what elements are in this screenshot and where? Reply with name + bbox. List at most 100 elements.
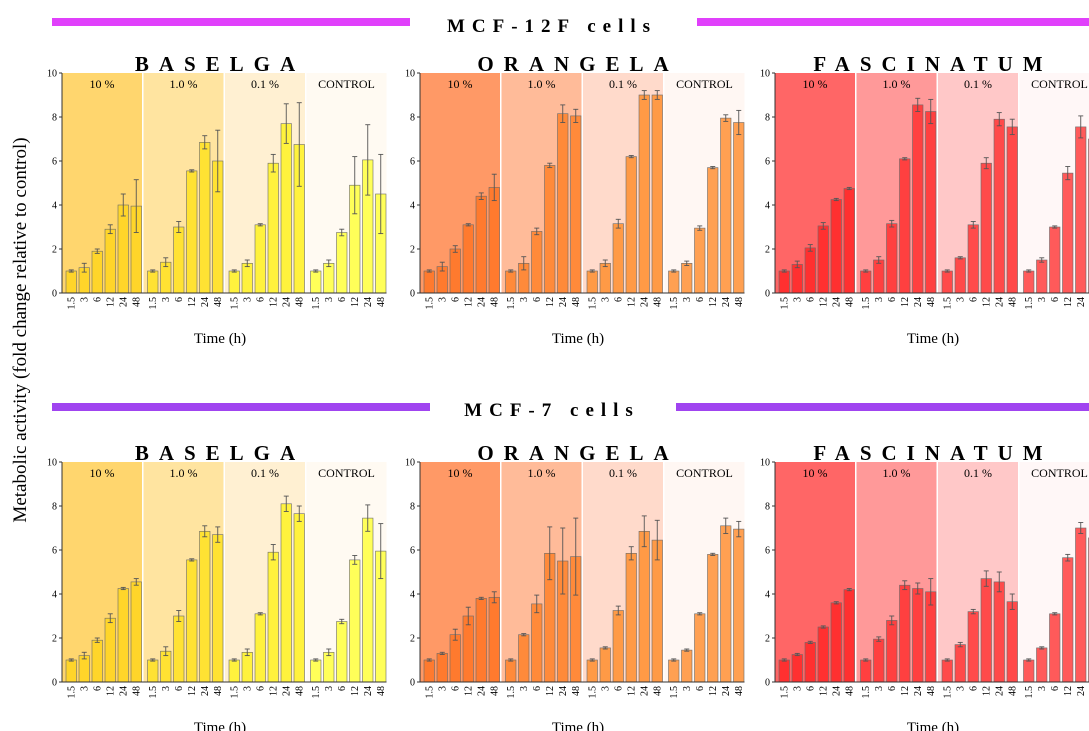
- bar: [830, 602, 842, 683]
- x-tick-label: 12: [818, 686, 829, 696]
- bar: [199, 142, 211, 294]
- x-tick-label: 3: [437, 686, 448, 691]
- x-tick-label: 1.5: [311, 297, 322, 310]
- x-tick-label: 12: [708, 297, 719, 307]
- bar: [993, 118, 1005, 294]
- x-tick-label: 12: [105, 297, 116, 307]
- bar: [147, 659, 159, 683]
- x-tick-label: 12: [708, 686, 719, 696]
- x-tick-label: 24: [118, 297, 129, 307]
- x-tick-label: 3: [1037, 686, 1048, 691]
- x-tick-label: 1.5: [1024, 297, 1035, 310]
- y-tick-label: 8: [410, 113, 415, 124]
- y-tick-label: 6: [52, 157, 57, 168]
- bar: [599, 262, 611, 294]
- x-tick-label: 1.5: [506, 686, 517, 699]
- chart-title: ORANGELA: [477, 52, 678, 76]
- y-tick-label: 10: [760, 69, 770, 80]
- x-tick-label: 12: [1063, 297, 1074, 307]
- bar: [65, 270, 77, 294]
- bar: [791, 264, 803, 294]
- bar: [254, 613, 266, 683]
- bar: [681, 262, 693, 294]
- mcf7-banner: MCF-7 cells: [52, 400, 1089, 421]
- bar: [323, 262, 335, 294]
- panel-label: 0.1 %: [251, 77, 279, 91]
- bar: [518, 634, 530, 683]
- bar: [423, 270, 435, 294]
- x-tick-label: 3: [792, 686, 803, 691]
- x-tick-label: 1.5: [942, 297, 953, 310]
- bar: [638, 94, 650, 294]
- mcf7-banner-title: MCF-7 cells: [464, 400, 640, 421]
- y-tick-label: 0: [410, 678, 415, 689]
- x-tick-label: 48: [213, 686, 224, 696]
- bar: [612, 223, 624, 294]
- x-tick-label: 6: [968, 297, 979, 302]
- x-tick-label: 1.5: [311, 686, 322, 699]
- x-tick-label: 6: [1050, 686, 1061, 691]
- x-tick-label: 1.5: [229, 686, 240, 699]
- chart-title: BASELGA: [135, 52, 305, 76]
- bar: [173, 615, 185, 683]
- x-tick-label: 48: [489, 686, 500, 696]
- panel-label: 1.0 %: [528, 466, 556, 480]
- x-tick-label: 24: [994, 686, 1005, 696]
- x-tick-label: 3: [955, 686, 966, 691]
- bar: [173, 226, 185, 294]
- bar: [733, 528, 745, 683]
- bar: [586, 270, 598, 294]
- x-tick-label: 6: [805, 686, 816, 691]
- bar: [873, 259, 885, 294]
- y-tick-label: 2: [765, 634, 770, 645]
- x-tick-label: 6: [255, 686, 266, 691]
- x-tick-label: 1.5: [148, 297, 159, 310]
- x-tick-label: 12: [268, 686, 279, 696]
- x-tick-label: 3: [682, 297, 693, 302]
- x-tick-label: 24: [994, 297, 1005, 307]
- bar: [449, 248, 461, 294]
- bar: [694, 227, 706, 294]
- bar: [707, 167, 719, 294]
- bar: [531, 231, 543, 294]
- x-tick-label: 6: [174, 297, 185, 302]
- bar: [462, 224, 474, 294]
- x-tick-label: 48: [213, 297, 224, 307]
- x-tick-label: 12: [626, 297, 637, 307]
- chart-title: ORANGELA: [477, 441, 678, 465]
- x-tick-label: 3: [324, 686, 335, 691]
- x-tick-label: 24: [913, 297, 924, 307]
- x-tick-label: 12: [268, 297, 279, 307]
- x-tick-label: 1.5: [229, 297, 240, 310]
- mcf12f-banner: MCF-12F cells: [52, 16, 1089, 37]
- bar: [707, 554, 719, 683]
- bar: [336, 232, 348, 294]
- x-tick-label: 12: [626, 686, 637, 696]
- bar: [117, 588, 129, 683]
- y-tick-label: 4: [52, 201, 57, 212]
- bar: [1006, 126, 1018, 294]
- bar: [967, 611, 979, 683]
- y-tick-label: 2: [765, 245, 770, 256]
- panel-label: CONTROL: [676, 77, 733, 91]
- y-tick-label: 4: [765, 590, 770, 601]
- bar: [843, 589, 855, 683]
- x-tick-label: 48: [571, 297, 582, 307]
- bar: [1023, 659, 1035, 683]
- bar: [531, 603, 543, 683]
- x-tick-label: 24: [118, 686, 129, 696]
- x-axis-title: Time (h): [552, 331, 604, 347]
- x-axis-title: Time (h): [907, 720, 959, 731]
- mcf7-banner-line-right: [676, 403, 1089, 411]
- x-tick-label: 3: [437, 297, 448, 302]
- x-tick-label: 24: [1076, 686, 1087, 696]
- y-tick-label: 2: [410, 634, 415, 645]
- bar: [651, 94, 663, 294]
- chart-title: BASELGA: [135, 441, 305, 465]
- x-tick-label: 48: [131, 686, 142, 696]
- bar: [668, 659, 680, 683]
- panel-label: 1.0 %: [170, 466, 198, 480]
- bar: [899, 584, 911, 683]
